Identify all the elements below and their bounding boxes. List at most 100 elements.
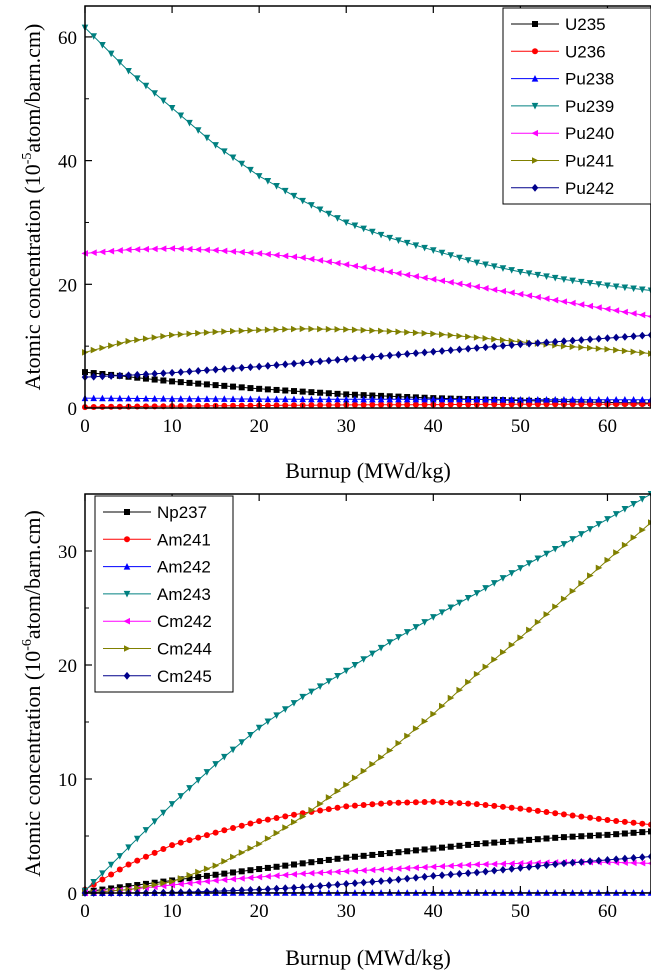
data-point (220, 876, 228, 884)
data-point (255, 873, 263, 881)
data-point (90, 879, 98, 886)
data-point (360, 395, 367, 403)
data-point (238, 160, 246, 168)
data-point (456, 869, 463, 878)
data-point (116, 247, 123, 254)
data-point (465, 401, 472, 408)
data-point (542, 295, 550, 302)
data-point (107, 372, 115, 380)
data-point (490, 395, 498, 403)
data-point (421, 718, 429, 725)
data-point (447, 799, 454, 806)
data-point (534, 396, 542, 403)
data-point (212, 829, 219, 836)
data-point (264, 361, 272, 370)
data-point (351, 222, 359, 230)
data-point (482, 867, 489, 876)
data-point (421, 348, 428, 357)
data-point (430, 872, 437, 880)
data-point (378, 851, 385, 858)
data-point (203, 769, 211, 776)
series-line-Pu240 (84, 247, 651, 317)
data-point (430, 614, 437, 621)
data-point (604, 334, 611, 343)
data-point (517, 396, 524, 403)
data-point (273, 361, 280, 369)
data-point (560, 834, 567, 841)
data-point (421, 872, 428, 881)
data-point (447, 395, 455, 403)
data-point (282, 387, 289, 394)
data-point (621, 506, 629, 513)
data-point (430, 247, 437, 254)
data-point (238, 395, 246, 402)
data-point (360, 867, 367, 874)
data-point (177, 793, 185, 800)
data-point (578, 336, 585, 344)
data-point (560, 396, 568, 403)
data-point (508, 337, 516, 345)
data-point (351, 879, 359, 888)
data-point (360, 326, 368, 334)
data-point (386, 268, 393, 276)
data-point (569, 336, 576, 345)
data-point (360, 767, 368, 775)
data-point (534, 271, 542, 279)
data-point (569, 277, 576, 285)
series-group (81, 24, 651, 411)
data-point (473, 868, 481, 877)
data-point (369, 801, 376, 808)
data-point (386, 850, 393, 857)
data-point (464, 281, 472, 289)
data-point (464, 344, 472, 353)
data-point (90, 403, 97, 410)
data-point (403, 395, 411, 403)
data-point (334, 880, 341, 889)
data-point (543, 835, 550, 842)
data-point (169, 842, 176, 849)
data-point (621, 830, 628, 837)
x-tick-label: 10 (163, 901, 182, 922)
data-point (247, 327, 255, 334)
data-point (499, 838, 506, 845)
data-point (247, 402, 254, 409)
data-point (177, 888, 185, 897)
data-point (203, 832, 210, 839)
data-point (481, 860, 489, 868)
data-point (647, 491, 651, 498)
data-point (534, 836, 541, 843)
data-point (351, 262, 358, 270)
data-point (290, 253, 297, 261)
data-point (151, 334, 159, 341)
data-point (482, 840, 489, 847)
data-point (160, 809, 167, 817)
data-point (203, 395, 211, 402)
x-axis: 0 10 20 30 40 50 60 (80, 6, 617, 437)
data-point (99, 344, 107, 352)
data-point (403, 350, 411, 358)
data-point (108, 342, 115, 349)
data-point (551, 337, 559, 346)
data-point (316, 882, 324, 890)
data-point (439, 702, 446, 710)
legend-marker (532, 48, 538, 55)
data-point (186, 330, 194, 338)
data-point (238, 849, 246, 856)
data-point (203, 872, 210, 879)
data-point (221, 148, 228, 155)
data-point (447, 252, 455, 259)
data-point (203, 381, 210, 388)
data-point (282, 813, 289, 820)
data-point (491, 839, 498, 846)
data-point (595, 396, 603, 403)
data-point (369, 395, 376, 403)
data-point (395, 395, 402, 403)
data-point (595, 832, 602, 839)
data-point (107, 50, 115, 58)
legend-marker (532, 21, 538, 27)
data-point (569, 401, 576, 408)
data-point (499, 341, 507, 350)
data-point (264, 395, 272, 403)
data-point (342, 879, 350, 888)
data-point (490, 580, 498, 587)
